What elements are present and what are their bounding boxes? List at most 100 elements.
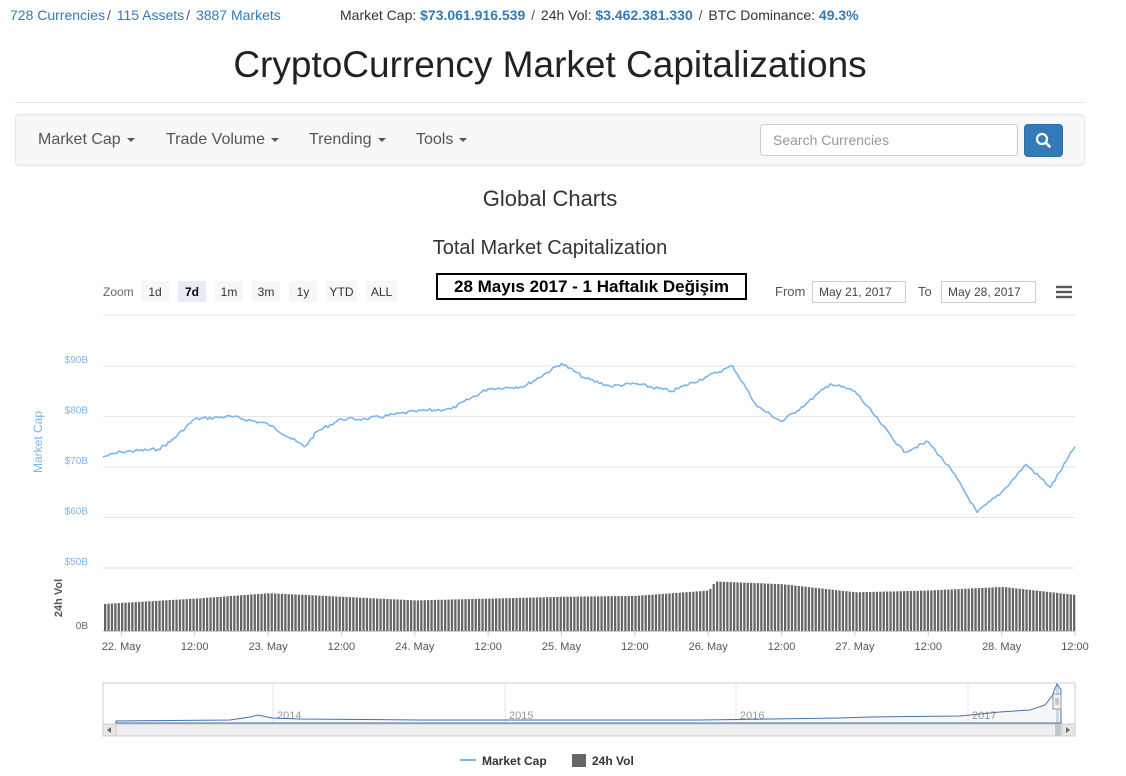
- x-tick-label: 12:00: [474, 641, 502, 653]
- nav-trending[interactable]: Trending: [309, 131, 386, 149]
- volume-bar-219: [848, 591, 851, 631]
- scroll-left-arrow-icon[interactable]: [102, 723, 117, 737]
- volume-bar-267: [1011, 588, 1015, 631]
- volume-bar-237: [909, 591, 913, 631]
- volume-bar-240: [920, 590, 923, 631]
- volume-bar-97: [433, 599, 437, 631]
- volume-bar-133: [556, 596, 559, 631]
- nav-tools[interactable]: Tools: [416, 131, 468, 149]
- volume-bar-16: [158, 600, 161, 631]
- global-stats-bar: 728 Currencies/ 115 Assets/ 3887 Markets…: [0, 0, 1126, 30]
- zoom-button-ALL[interactable]: ALL: [366, 281, 397, 302]
- nav-trade-volume[interactable]: Trade Volume: [166, 131, 280, 149]
- volume-bar-163: [658, 594, 661, 631]
- stats-values: Market Cap: $73.061.916.539 / 24h Vol: $…: [340, 7, 859, 23]
- volume-bar-251: [957, 589, 960, 631]
- nav-market-cap[interactable]: Market Cap: [38, 131, 135, 149]
- x-tick-label: 12:00: [328, 641, 356, 653]
- volume-bar-160: [648, 594, 651, 631]
- hamburger-menu-icon[interactable]: [1052, 283, 1076, 301]
- legend-market-cap-label[interactable]: Market Cap: [482, 754, 547, 768]
- volume-bar-128: [539, 597, 542, 631]
- y-axis-title: Market Cap: [31, 411, 45, 473]
- volume-bar-265: [1005, 587, 1008, 631]
- volume-bar-118: [505, 598, 508, 631]
- search-button[interactable]: [1024, 124, 1063, 157]
- volume-bar-74: [355, 597, 358, 631]
- volume-bar-202: [790, 585, 794, 631]
- volume-bar-248: [947, 589, 950, 631]
- volume-bar-256: [974, 588, 977, 631]
- volume-bar-207: [807, 587, 811, 631]
- zoom-button-1m[interactable]: 1m: [215, 281, 243, 302]
- legend-volume-label[interactable]: 24h Vol: [592, 754, 634, 768]
- volume-bar-146: [600, 596, 603, 631]
- currencies-link[interactable]: 728 Currencies: [10, 7, 105, 23]
- volume-bar-45: [257, 594, 260, 631]
- site-title[interactable]: CryptoCurrency Market Capitalizations: [233, 44, 867, 85]
- volume-bar-88: [403, 599, 406, 631]
- volume-bar-198: [777, 584, 780, 631]
- volume-bar-115: [495, 598, 498, 631]
- volume-bar-205: [801, 586, 804, 631]
- main-navbar: Market Cap Trade Volume Trending Tools: [15, 114, 1085, 166]
- volume-bar-236: [906, 591, 909, 631]
- volume-bar-145: [597, 596, 600, 631]
- volume-bar-60: [308, 595, 311, 631]
- volume-bar-11: [141, 601, 144, 631]
- volume-bar-39: [236, 595, 239, 631]
- volume-bar-273: [1032, 590, 1035, 631]
- zoom-button-YTD[interactable]: YTD: [326, 281, 357, 302]
- scroll-right-arrow-icon[interactable]: [1061, 723, 1076, 737]
- volume-bar-253: [964, 588, 967, 631]
- date-annotation-box: 28 Mayıs 2017 - 1 Haftalık Değişim: [436, 273, 747, 300]
- volume-bar-130: [546, 597, 549, 631]
- volume-bar-34: [219, 596, 222, 631]
- zoom-button-label: YTD: [330, 285, 354, 299]
- volume-bar-7: [127, 602, 131, 631]
- volume-bar-6: [124, 602, 127, 631]
- navigator-handle[interactable]: [1052, 693, 1062, 710]
- volume-bar-61: [311, 595, 314, 631]
- volume-bar-227: [875, 591, 879, 631]
- volume-bar-259: [984, 587, 987, 631]
- nav-trade-volume-label: Trade Volume: [166, 131, 266, 148]
- volume-bar-107: [467, 599, 471, 631]
- volume-bar-140: [580, 596, 583, 631]
- zoom-button-3m[interactable]: 3m: [252, 281, 280, 302]
- from-date-input[interactable]: May 21, 2017: [812, 281, 906, 303]
- volume-bar-285: [1073, 594, 1076, 631]
- volume-bar-141: [583, 596, 586, 631]
- volume-bar-53: [284, 594, 287, 631]
- to-date-input[interactable]: May 28, 2017: [941, 281, 1036, 303]
- volume-bar-110: [478, 598, 481, 631]
- markets-link[interactable]: 3887 Markets: [195, 7, 281, 23]
- volume-bar-113: [488, 598, 491, 631]
- volume-bar-99: [440, 599, 443, 631]
- volume-bar-213: [828, 589, 831, 631]
- volume-bar-195: [767, 583, 770, 631]
- volume-bar-75: [359, 597, 362, 631]
- volume-bar-32: [212, 597, 216, 631]
- volume-bar-272: [1028, 589, 1032, 631]
- scrollbar-thumb[interactable]: [1055, 724, 1061, 736]
- volume-bar-65: [325, 596, 328, 631]
- zoom-button-7d[interactable]: 7d: [178, 281, 206, 302]
- volume-bar-255: [971, 588, 974, 631]
- volume-bar-103: [454, 599, 457, 631]
- assets-link[interactable]: 115 Assets: [116, 7, 185, 23]
- navigator-frame[interactable]: [102, 682, 1076, 725]
- volume-bar-165: [665, 593, 668, 631]
- market-cap-value: $73.061.916.539: [420, 7, 526, 23]
- volume-bar-175: [699, 591, 702, 631]
- caret-down-icon: [271, 137, 280, 142]
- volume-bars: [104, 581, 1076, 631]
- x-tick-label: 25. May: [542, 641, 582, 653]
- x-tick-label: 23. May: [248, 641, 288, 653]
- navigator-scrollbar[interactable]: [102, 723, 1076, 737]
- zoom-button-1d[interactable]: 1d: [141, 281, 169, 302]
- search-input[interactable]: [760, 124, 1018, 156]
- zoom-button-1y[interactable]: 1y: [289, 281, 317, 302]
- volume-bar-171: [685, 592, 688, 631]
